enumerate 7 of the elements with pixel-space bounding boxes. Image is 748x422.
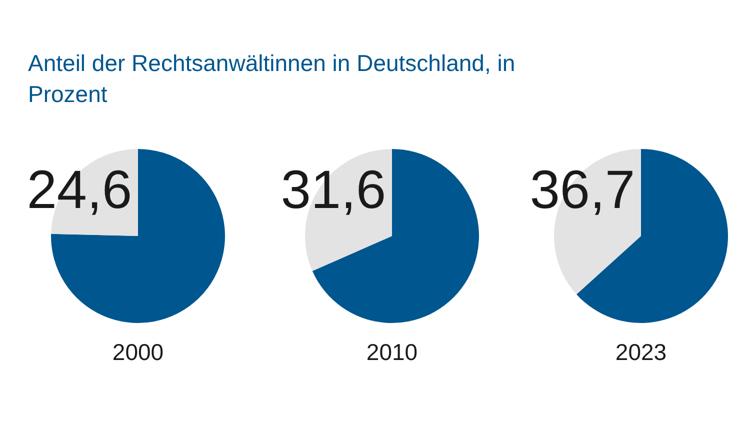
data-label: 31,6 bbox=[280, 160, 386, 220]
data-label: 36,7 bbox=[530, 160, 635, 220]
text: 2000 bbox=[111, 339, 165, 366]
data-label: 24,6 bbox=[26, 160, 132, 220]
text: 2023 bbox=[614, 339, 668, 366]
text: 2010 bbox=[365, 339, 419, 366]
text: Anteil der Rechtsanwältinnen in Deutschland, in Prozent bbox=[28, 49, 516, 109]
